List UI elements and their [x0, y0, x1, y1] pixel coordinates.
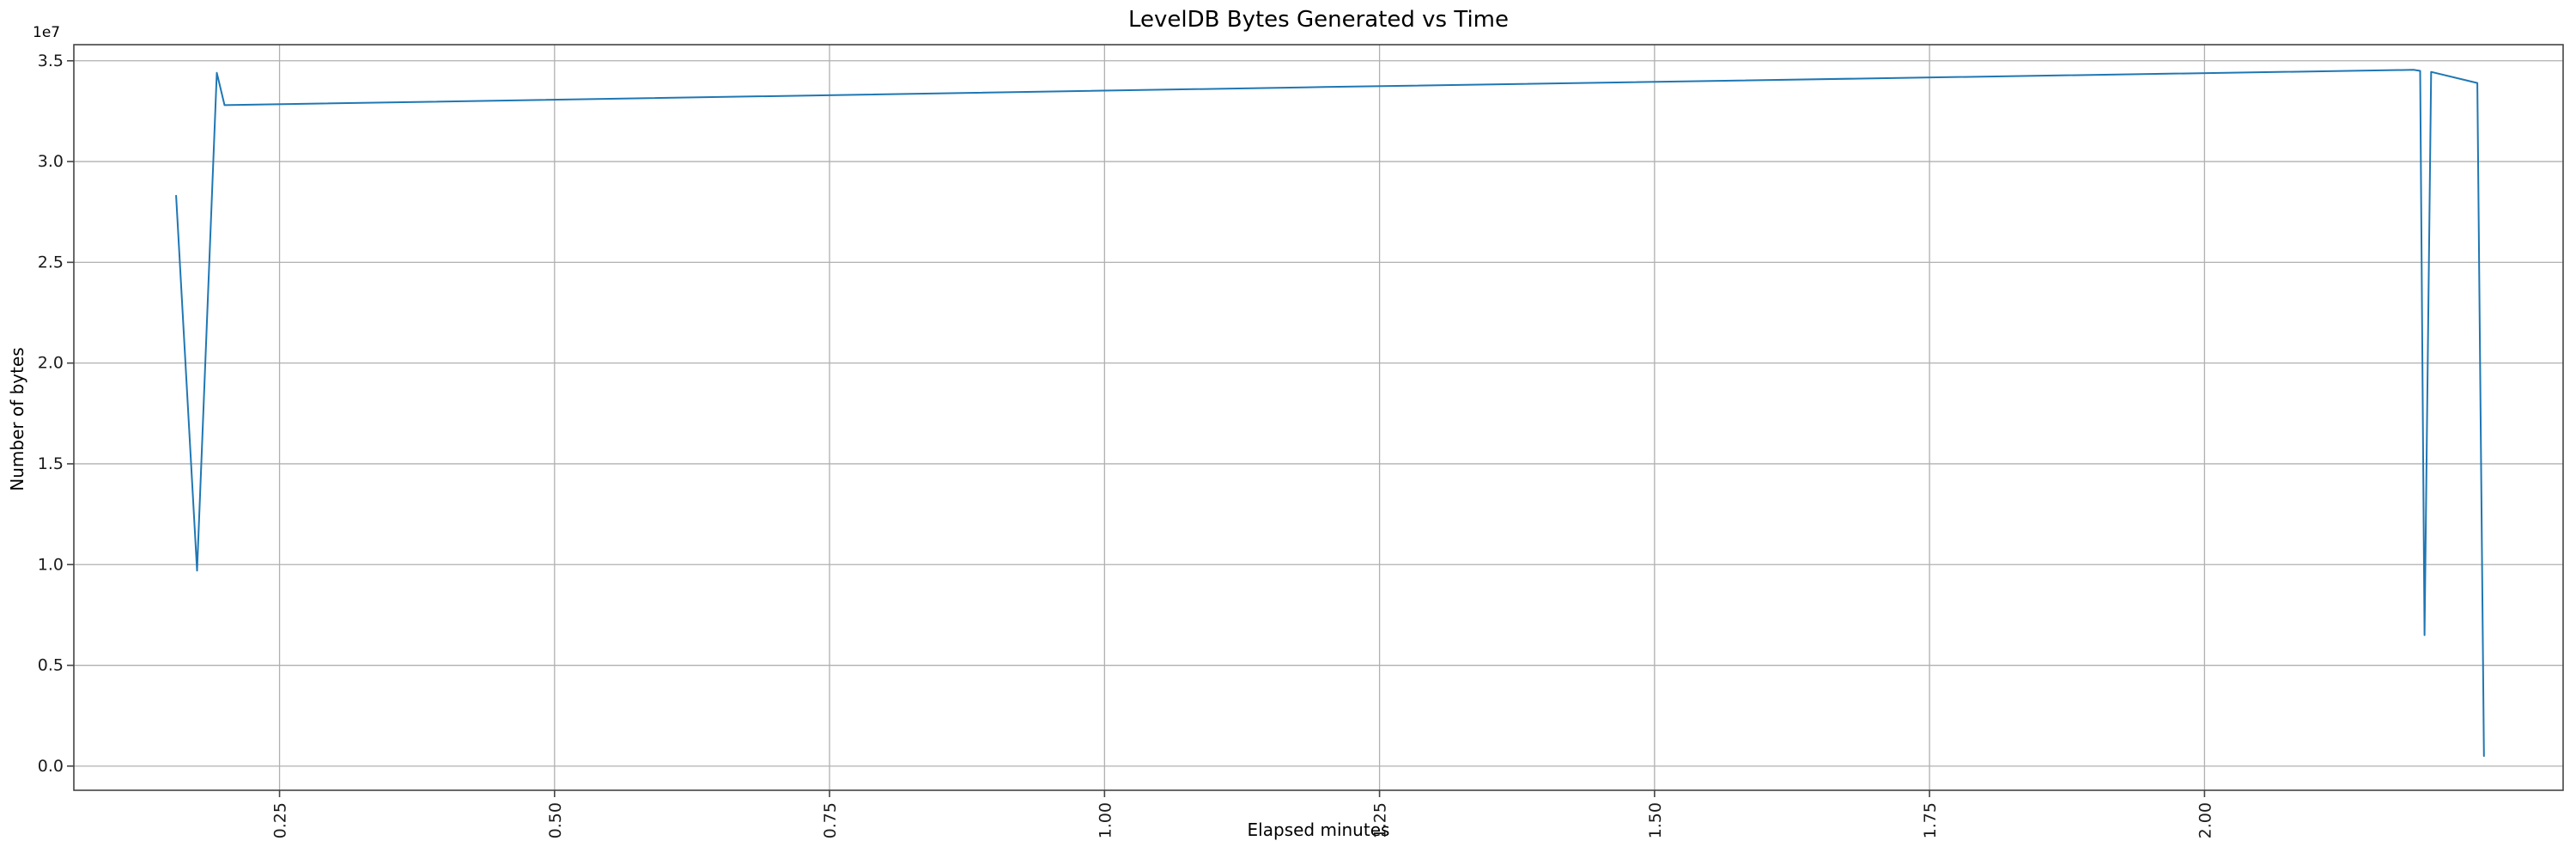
y-tick-label: 2.5: [38, 253, 64, 271]
x-tick-label: 0.75: [821, 802, 840, 838]
x-tick-label: 1.00: [1096, 802, 1115, 838]
y-tick-label: 2.0: [38, 354, 64, 373]
y-tick-label: 0.5: [38, 656, 64, 675]
x-tick-label: 1.25: [1371, 802, 1390, 838]
y-axis-offset-label: 1e7: [33, 24, 61, 41]
x-tick-label: 0.50: [546, 802, 565, 838]
y-tick-label: 0.0: [38, 757, 64, 776]
plot-border: [73, 44, 2564, 791]
y-tick-label: 3.5: [38, 52, 64, 70]
chart-title: LevelDB Bytes Generated vs Time: [1127, 7, 1509, 33]
data-line: [175, 69, 2485, 758]
x-tick-label: 1.50: [1646, 802, 1665, 838]
x-tick-label: 1.75: [1921, 802, 1940, 838]
y-tick-label: 3.0: [38, 152, 64, 171]
x-axis-label: Elapsed minutes: [1247, 819, 1390, 840]
x-tick-label: 2.00: [2196, 802, 2215, 838]
y-tick-label: 1.0: [38, 555, 64, 574]
x-tick-label: 0.25: [271, 802, 290, 838]
y-tick-label: 1.5: [38, 454, 64, 473]
